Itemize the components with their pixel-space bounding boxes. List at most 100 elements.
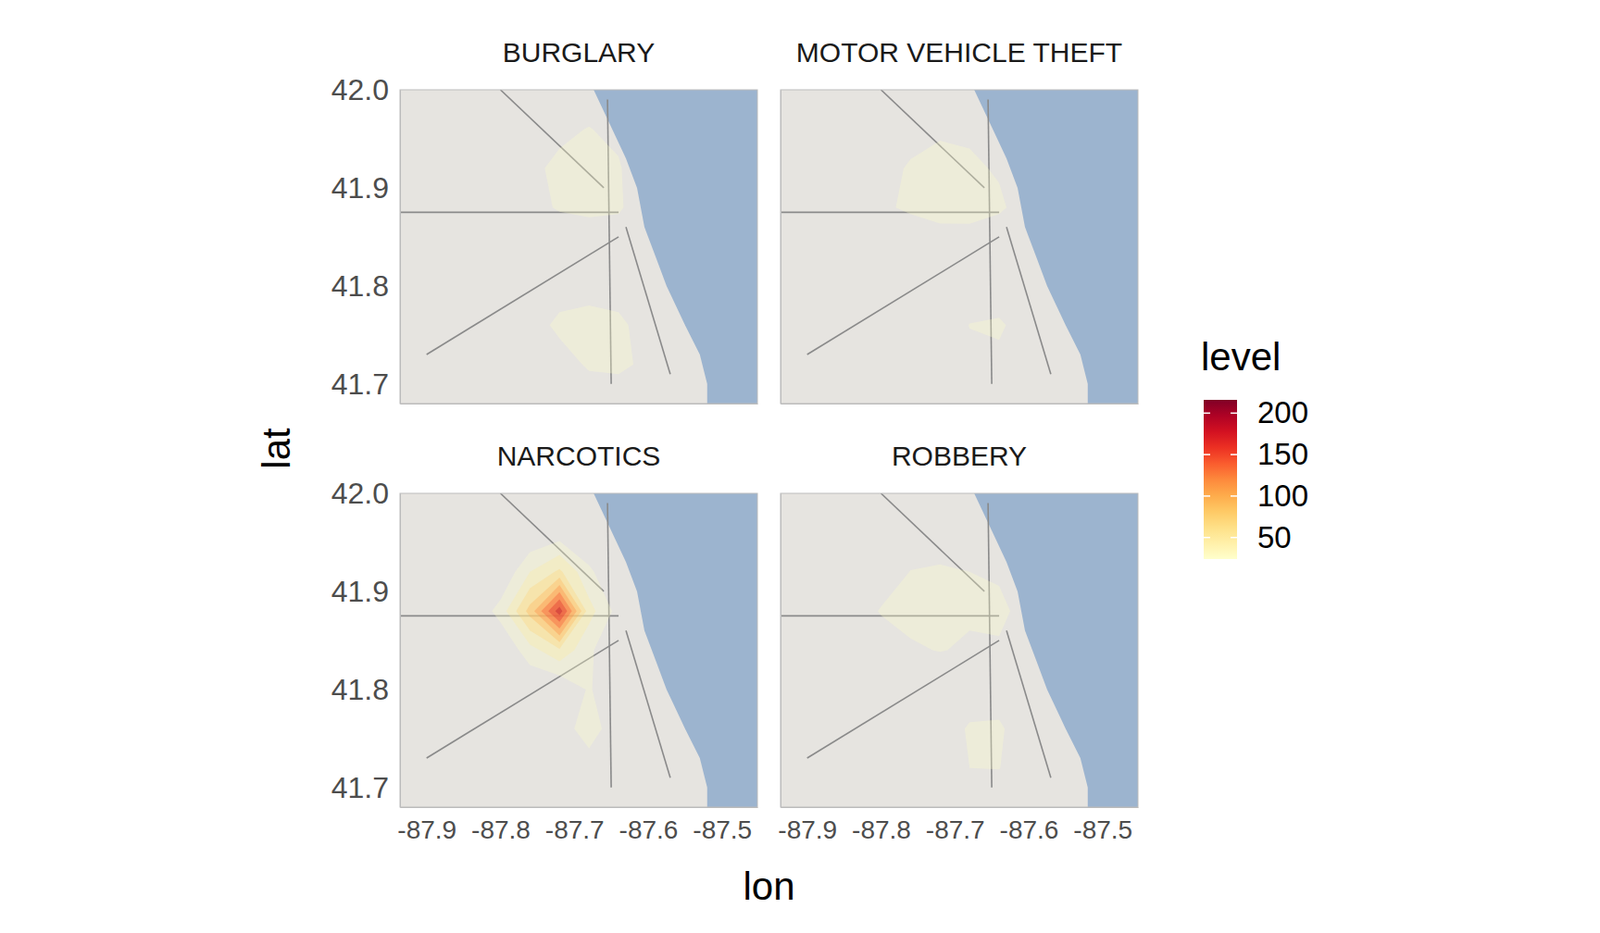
tick-label: 41.8 (331, 673, 389, 707)
tick: -87.6 (1000, 807, 1060, 845)
color-tick (1230, 495, 1238, 498)
density-contour (515, 569, 587, 650)
density-contour (491, 540, 613, 749)
tick-label: -87.7 (545, 815, 605, 845)
facet-title: MOTOR VEHICLE THEFT (796, 37, 1123, 68)
lake (969, 89, 1138, 404)
y-axis: 41.7 41.8 41.9 42.0 (331, 73, 401, 405)
basemap (780, 493, 1138, 808)
tick-label: -87.5 (692, 815, 752, 845)
density (544, 126, 634, 375)
tick: 42.0 (769, 493, 781, 495)
color-axis: 50 100 150 200 (1237, 395, 1309, 560)
x-axis: -87.9 -87.8 -87.7 -87.6 -87.5 (781, 403, 1139, 417)
tick: -87.5 (1073, 807, 1133, 845)
panel-frame (780, 493, 1138, 808)
color-tick (1230, 412, 1238, 415)
tick: 200 (1237, 395, 1309, 430)
tick-label: 150 (1257, 437, 1309, 472)
density (491, 540, 613, 749)
x-axis: -87.9 -87.8 -87.7 -87.6 -87.5 (397, 807, 758, 845)
tick-label: 50 (1257, 520, 1292, 555)
panel: NARCOTICS-87.9-87.8-87.7-87.6-87.541.741… (331, 440, 767, 845)
panel: BURGLARY-87.9-87.8-87.7-87.6-87.541.741.… (331, 37, 767, 417)
tick: -87.5 (722, 403, 724, 417)
tick-label: 41.9 (331, 575, 389, 609)
density-contour (534, 585, 577, 637)
density-contour (877, 564, 1011, 770)
facet-title: NARCOTICS (497, 440, 662, 472)
tick-label: -87.9 (777, 815, 838, 845)
tick: 41.9 (769, 187, 781, 189)
y-axis: 41.741.841.942.0 (769, 90, 782, 405)
color-tick (1203, 537, 1211, 539)
tick: 41.8 (769, 689, 781, 691)
tick: 41.8 (769, 286, 781, 288)
tick-label: -87.9 (397, 815, 457, 845)
basemap (400, 493, 758, 808)
color-tick (1203, 412, 1211, 415)
tick: -87.8 (880, 403, 882, 417)
facet-title: BURGLARY (502, 37, 656, 68)
tick: -87.7 (545, 807, 605, 845)
color-tick (1203, 495, 1211, 498)
tick: -87.9 (777, 807, 838, 845)
road (1006, 630, 1051, 778)
tick-label: -87.6 (1000, 815, 1060, 845)
density-contour (555, 606, 563, 615)
tick: -87.8 (471, 807, 531, 845)
tick: -87.7 (954, 403, 956, 417)
tick: 50 (1237, 520, 1292, 555)
tick: -87.5 (1102, 403, 1104, 417)
tick: -87.9 (807, 403, 809, 417)
color-bar (1203, 400, 1238, 560)
tick-label: -87.8 (471, 815, 531, 845)
tick: -87.9 (397, 807, 457, 845)
color-tick (1230, 453, 1238, 456)
tick-label: -87.7 (925, 815, 986, 845)
density (895, 140, 1007, 340)
tick: -87.6 (648, 403, 650, 417)
tick: 150 (1237, 437, 1309, 472)
tick-label: 100 (1257, 478, 1309, 513)
tick: 41.7 (331, 367, 400, 401)
tick-label: 42.0 (331, 73, 389, 107)
basemap (780, 89, 1138, 404)
road (625, 226, 671, 375)
chart: BURGLARY-87.9-87.8-87.7-87.6-87.541.741.… (0, 0, 1600, 933)
tick: 41.9 (331, 171, 400, 205)
panel: ROBBERY-87.9-87.8-87.7-87.6-87.541.741.8… (769, 440, 1148, 845)
x-axis: -87.9-87.8-87.7-87.6-87.5 (400, 403, 759, 417)
tick: -87.6 (1028, 403, 1030, 417)
tick: 41.9 (331, 575, 400, 609)
tick: -87.7 (925, 807, 986, 845)
tick-label: -87.6 (619, 815, 679, 845)
road (807, 237, 1000, 355)
panel-frame (400, 89, 758, 404)
tick-label: 41.7 (331, 771, 389, 805)
tick: 41.8 (331, 673, 400, 707)
y-axis: 41.741.841.942.0 (769, 494, 782, 809)
tick: -87.9 (426, 403, 428, 417)
tick: 41.7 (331, 771, 400, 805)
x-axis: -87.9 -87.8 -87.7 -87.6 -87.5 (777, 807, 1138, 845)
tick: 42.0 (331, 73, 400, 107)
road (625, 630, 671, 778)
legend-title: level (1200, 335, 1281, 379)
tick: -87.6 (619, 807, 679, 845)
tick: 100 (1237, 478, 1309, 513)
density-contour (541, 592, 573, 629)
tick: -87.7 (574, 403, 575, 417)
tick: 41.7 (769, 384, 781, 386)
road (607, 503, 612, 788)
density-contour (548, 600, 567, 623)
tick: -87.5 (692, 807, 752, 845)
road (987, 100, 992, 385)
y-axis: 41.7 41.8 41.9 42.0 (331, 476, 401, 809)
panel: MOTOR VEHICLE THEFT-87.9-87.8-87.7-87.6-… (769, 37, 1148, 417)
tick: 41.7 (769, 787, 781, 789)
tick-label: -87.8 (851, 815, 912, 845)
density-contour (895, 140, 1007, 340)
tick-label: 41.8 (331, 269, 389, 303)
tick-label: 42.0 (331, 476, 389, 511)
